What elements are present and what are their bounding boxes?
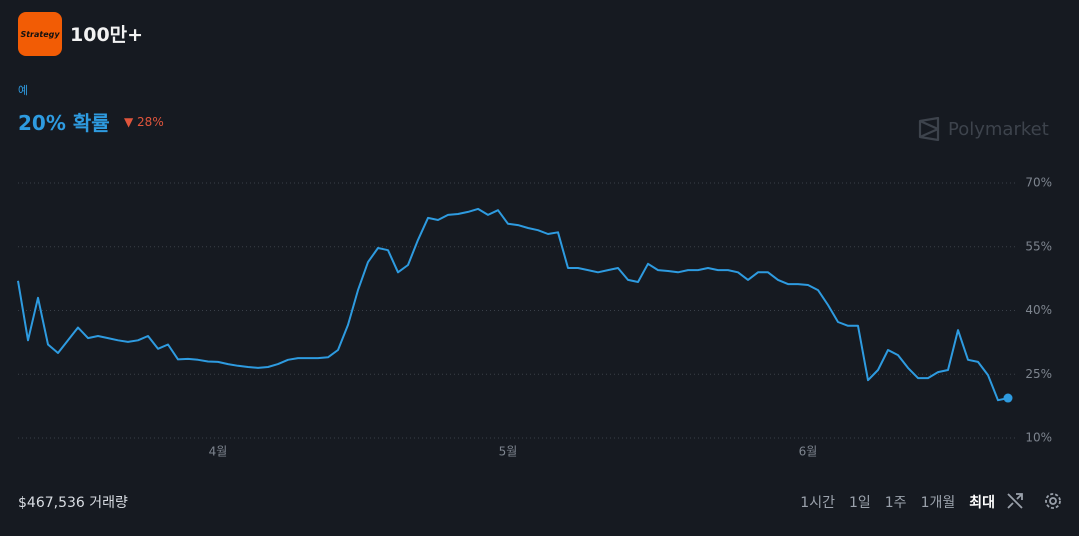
market-logo: Strategy — [18, 12, 62, 56]
y-tick-label: 55% — [1025, 239, 1052, 253]
volume: $467,536 거래량 — [18, 495, 128, 511]
down-arrow: ▼ — [124, 115, 138, 129]
brand-icon — [918, 117, 940, 141]
brand: Polymarket — [918, 117, 1049, 141]
market-title: 100만+ — [70, 24, 144, 46]
x-tick-label: 5월 — [499, 445, 518, 459]
price-line — [17, 207, 1009, 402]
change-value: 28% — [137, 115, 164, 129]
range-button[interactable]: 1개월 — [920, 495, 956, 511]
outcome-label: 예 — [18, 84, 29, 97]
range-button[interactable]: 1주 — [884, 495, 907, 511]
range-button[interactable]: 1일 — [848, 495, 871, 511]
chart: 10% 25% 40% 55% 70% 4월 5월 6월 — [17, 176, 1052, 459]
settings-button[interactable] — [1045, 493, 1061, 509]
last-point — [1003, 393, 1013, 403]
probability: 20% 확률 — [18, 111, 110, 135]
range-button[interactable]: 1시간 — [800, 495, 835, 511]
y-tick-label: 70% — [1025, 176, 1052, 190]
y-tick-label: 25% — [1025, 367, 1052, 381]
shuffle-button[interactable] — [1007, 493, 1023, 509]
chart-tools — [1007, 493, 1061, 509]
range-selector: 1시간 1일 1주 1개월 최대 — [800, 492, 995, 512]
logo-text: Strategy — [20, 29, 60, 39]
x-tick-label: 6월 — [799, 445, 818, 459]
brand-name: Polymarket — [948, 118, 1049, 140]
y-tick-label: 10% — [1025, 431, 1052, 445]
range-button[interactable]: 최대 — [969, 495, 995, 511]
x-tick-label: 4월 — [209, 445, 228, 459]
y-tick-label: 40% — [1025, 303, 1052, 317]
change: ▼ 28% — [124, 115, 164, 129]
